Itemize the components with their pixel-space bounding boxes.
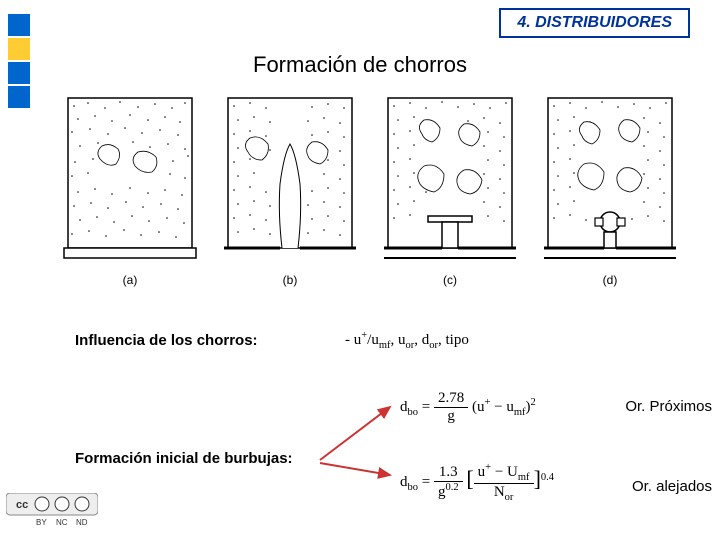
formula-1-label: Or. Próximos [625,398,712,415]
svg-text:BY: BY [36,518,47,527]
sidebar-block [8,62,30,84]
sidebar-block [8,38,30,60]
cc-license-badge: cc BY NC ND [6,493,98,532]
svg-text:ND: ND [76,518,88,527]
sidebar [0,0,34,540]
section-header-text: 4. DISTRIBUIDORES [517,14,672,31]
formula-2: dbo = 1.3 g0.2 [ u+ − Umf Nor ]0.4 [400,462,554,503]
panel-label: (a) [123,273,138,287]
formula-1: dbo = 2.78 g (u+ − umf)2 [400,390,536,425]
svg-text:NC: NC [56,518,68,527]
diagram-row: (a) (b) [60,94,680,294]
formula-1-num: 2.78 [434,390,468,408]
panel-d-svg [540,94,680,269]
formula-2-label: Or. alejados [632,478,712,495]
influence-heading: Influencia de los chorros: [75,332,258,349]
svg-text:cc: cc [16,499,28,511]
diagram-panel-a: (a) [60,94,200,294]
panel-b-svg [220,94,360,269]
panel-a-svg [60,94,200,269]
diagram-panel-b: (b) [220,94,360,294]
diagram-panel-c: (c) [380,94,520,294]
panel-label: (b) [283,273,298,287]
panel-c-svg [380,94,520,269]
panel-label: (c) [443,273,457,287]
sidebar-block [8,14,30,36]
formula-1-den: g [434,408,468,425]
panel-label: (d) [603,273,618,287]
formula-2-num: 1.3 [434,464,463,482]
influence-params: - u+/umf, uor, dor, tipo [345,330,469,351]
sidebar-block [8,86,30,108]
page-title: Formación de chorros [253,52,467,78]
arrows-svg [310,395,400,485]
formation-heading: Formación inicial de burbujas: [75,450,293,467]
section-header: 4. DISTRIBUIDORES [499,8,690,38]
diagram-panel-d: (d) [540,94,680,294]
